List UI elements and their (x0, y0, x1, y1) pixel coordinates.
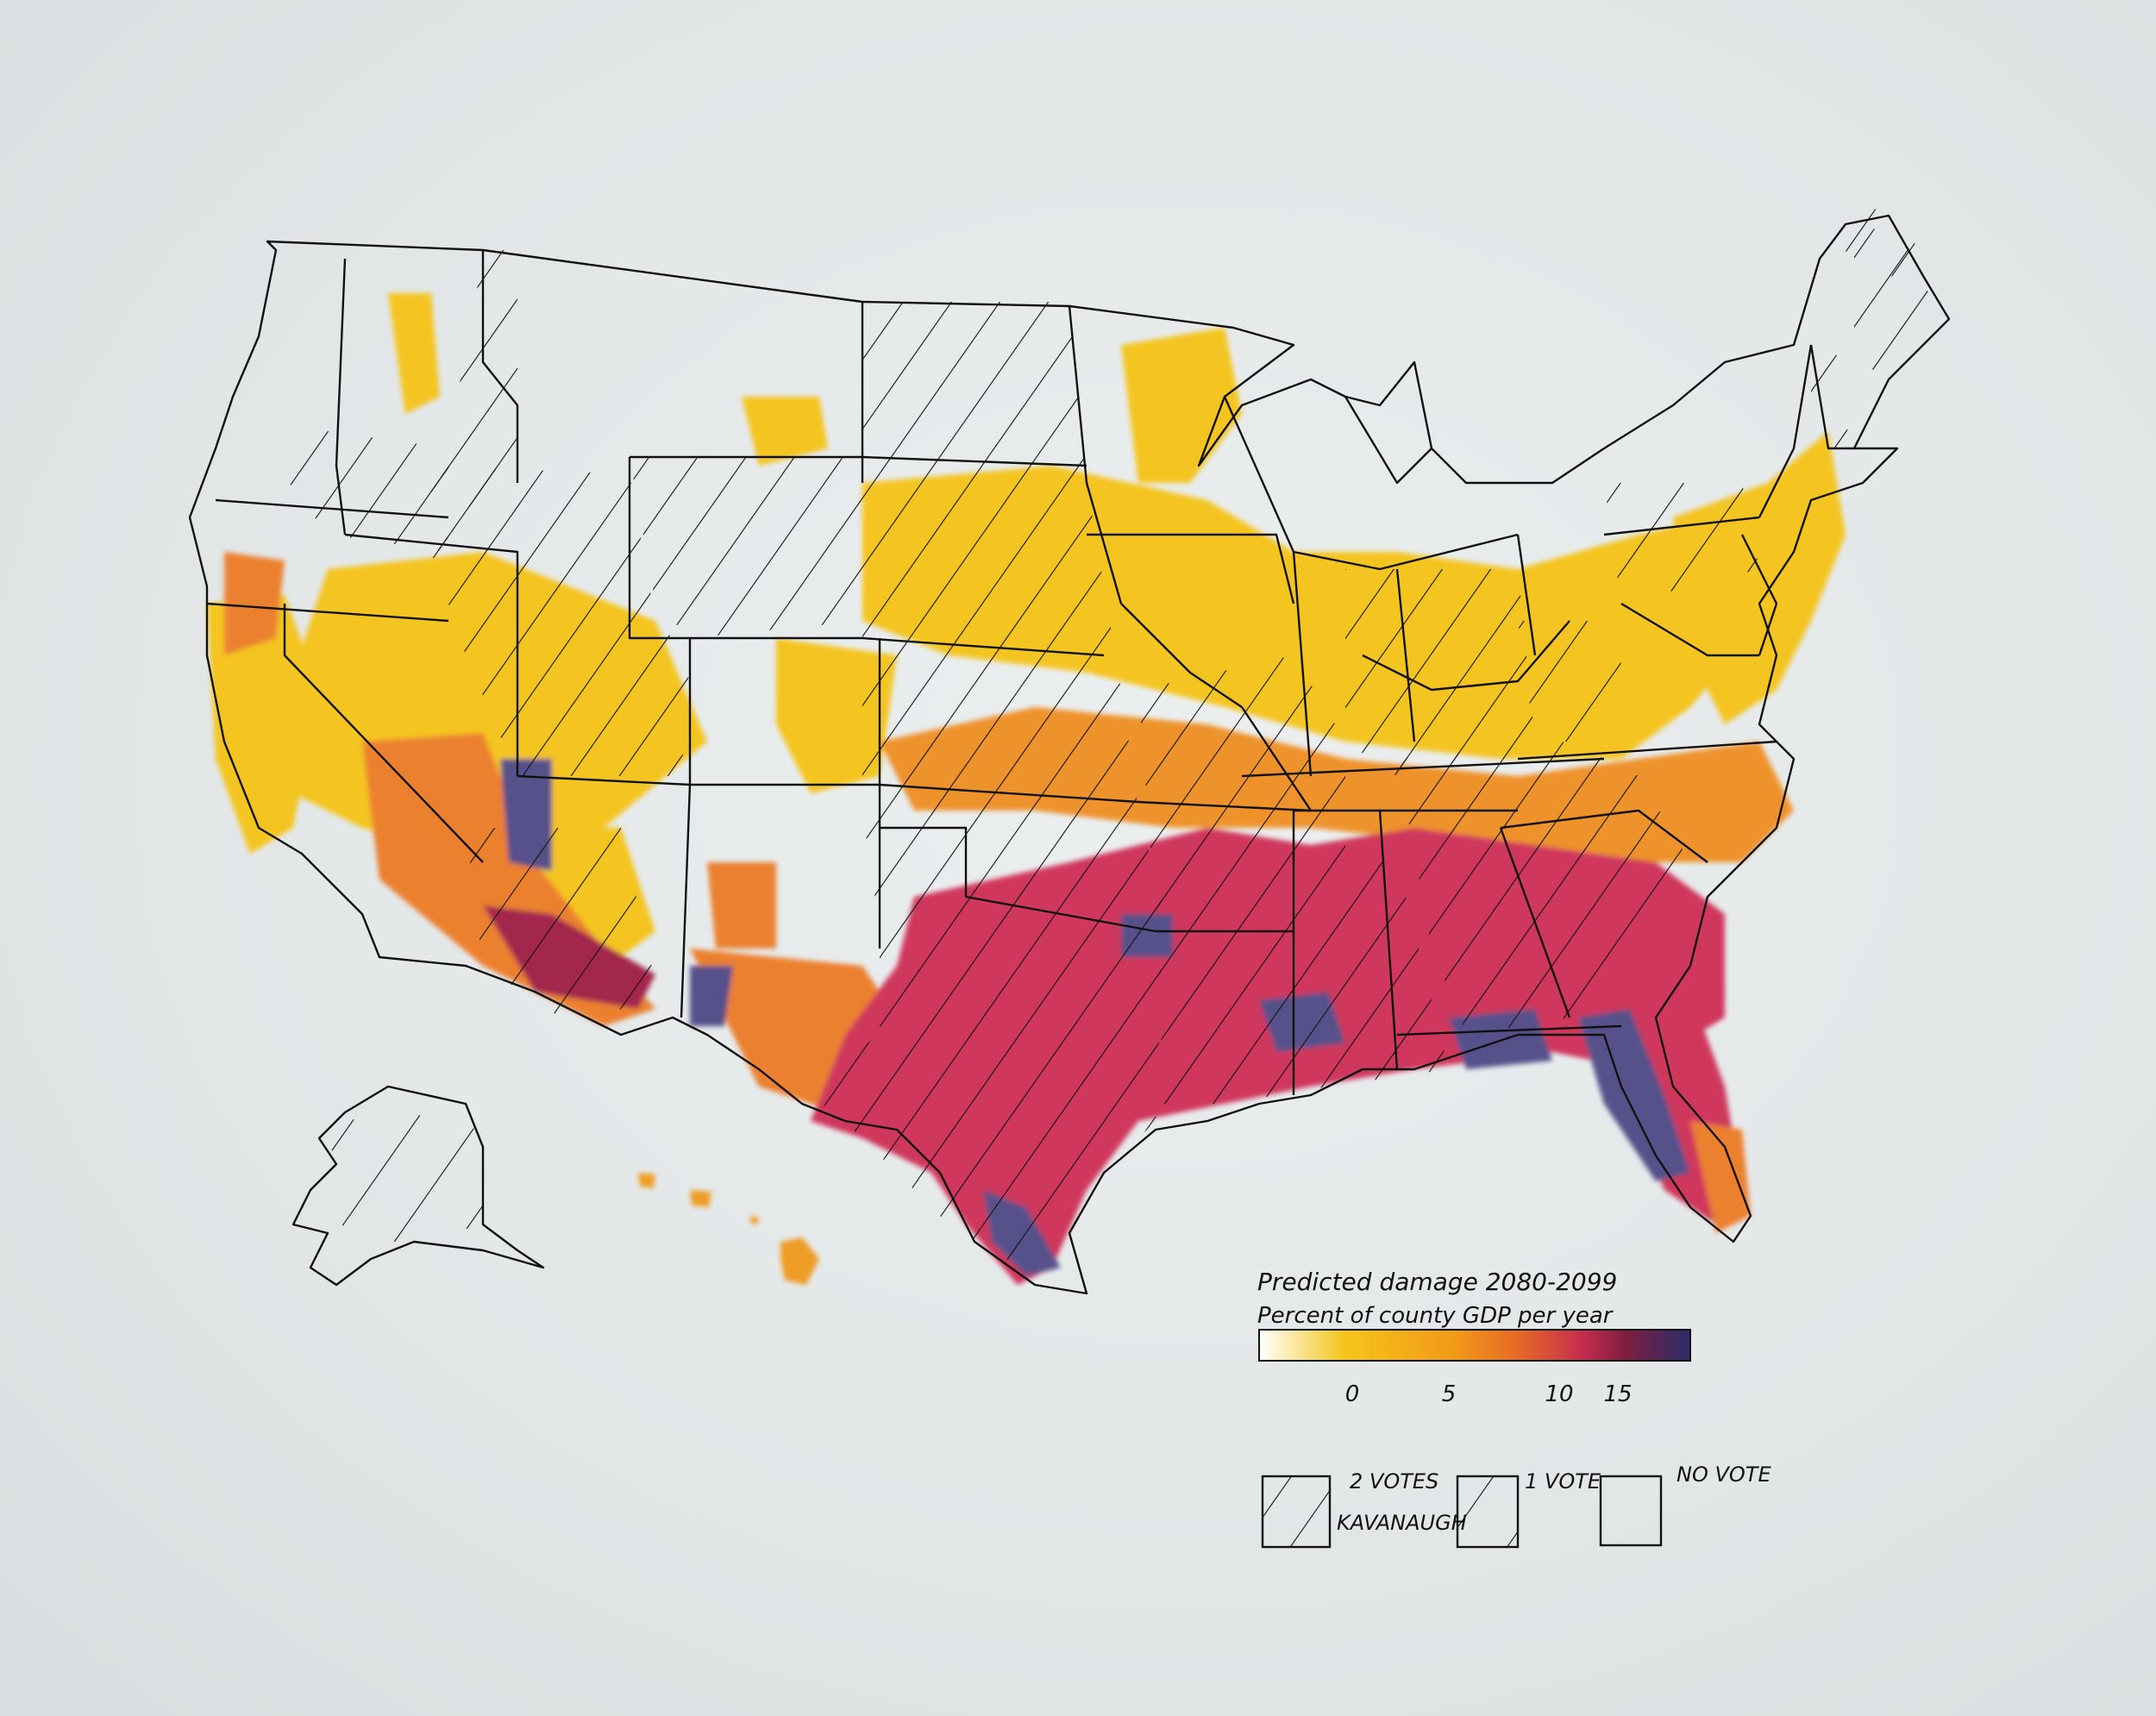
border-ok-tx (880, 826, 1156, 933)
damage-orange-california (224, 552, 285, 655)
hatch-nebraska-kansas (630, 457, 862, 638)
hatch-pennsylvania (1604, 483, 1759, 604)
border-nd-sd (630, 455, 1087, 467)
damage-orange-newmex (707, 862, 776, 949)
hatch-montana (276, 431, 448, 552)
border-id-wa (335, 258, 347, 535)
legend-subtitle: Percent of county GDP per year (1257, 1303, 1614, 1329)
legend-tick-15: 15 (1603, 1381, 1632, 1407)
legend-two-votes-label: 2 VOTES (1350, 1469, 1438, 1494)
border-wi-mi (1223, 396, 1519, 571)
damage-hawaii (638, 1173, 819, 1285)
us-outline (188, 214, 1951, 1295)
border-ny-ne (1758, 344, 1813, 518)
border-va-nc (1517, 740, 1777, 761)
legend-one-vote-label: 1 VOTE (1525, 1469, 1601, 1494)
damage-purple-newmex (690, 966, 733, 1026)
hatch-new-england (1811, 345, 1854, 448)
legend: Predicted damage 2080-2099 Percent of co… (1257, 1268, 1771, 1549)
border-al (1378, 810, 1399, 1070)
border-nj (1740, 534, 1778, 656)
border-nc-sc (1500, 809, 1708, 863)
hatch-west-virginia (1518, 621, 1639, 742)
border-tn-ky (1241, 757, 1605, 778)
border-ga (1499, 827, 1571, 1018)
hatch-indiana-ohio (1345, 569, 1535, 776)
border-oh-pa (1516, 534, 1537, 656)
hatch-dakotas (862, 302, 1087, 483)
alaska-outline (291, 1085, 545, 1287)
state-outlines (188, 214, 1951, 1295)
border-wy (628, 457, 862, 640)
vote-hatching (276, 207, 1940, 1276)
border-or-ca (206, 602, 449, 623)
border-mn (1068, 305, 1123, 604)
legend-tick-10: 10 (1545, 1381, 1573, 1407)
legend-color-bar (1258, 1329, 1691, 1362)
border-ne-ks (862, 636, 1105, 657)
damage-orange-florida-tip (1690, 1121, 1751, 1233)
hatch-oklahoma-texas (802, 811, 1164, 1276)
border-mo-east (1120, 603, 1312, 811)
border-pa-ny (1603, 516, 1760, 536)
border-ky-oh (1362, 620, 1570, 692)
border-co (688, 638, 881, 786)
border-ca-nv (283, 604, 484, 863)
border-mo-ar (1138, 800, 1312, 812)
legend-tick-5: 5 (1442, 1381, 1457, 1407)
legend-box-one-vote (1456, 1475, 1520, 1549)
legend-box-two-votes (1261, 1475, 1332, 1549)
damage-yellow-montana (388, 293, 440, 414)
border-ia-mo (1087, 533, 1295, 604)
border-nv-ut (344, 533, 519, 776)
border-il-in (1292, 551, 1313, 777)
legend-tick-0: 0 (1345, 1381, 1360, 1407)
hatch-wyoming-utah (431, 466, 690, 776)
damage-yellow-dakota (742, 397, 828, 466)
legend-title: Predicted damage 2080-2099 (1257, 1268, 1617, 1296)
border-fl-ga (1396, 1024, 1622, 1036)
hatch-southeast (1397, 742, 1690, 1035)
hatch-maine-north (1837, 207, 1932, 285)
hatch-alaska (328, 1112, 483, 1242)
hatch-idaho-montana (440, 250, 517, 517)
border-mi-up (1344, 396, 1432, 485)
legend-box-no-vote (1599, 1475, 1663, 1547)
damage-yellow-california (207, 595, 319, 854)
border-vt-nh (1809, 344, 1854, 450)
legend-no-vote-label: NO VOTE (1677, 1462, 1771, 1487)
border-wa-or (215, 498, 449, 519)
hatch-plains (862, 483, 1138, 811)
damage-purple-florida (1578, 1009, 1690, 1181)
border-ks-ok (879, 783, 1139, 804)
border-md-va (1620, 602, 1759, 657)
border-in-oh (1395, 568, 1416, 742)
border-id-mt (481, 250, 519, 483)
legend-kavanaugh-label: KAVANAUGH (1337, 1511, 1467, 1535)
damage-yellow-mid (1121, 328, 1242, 483)
